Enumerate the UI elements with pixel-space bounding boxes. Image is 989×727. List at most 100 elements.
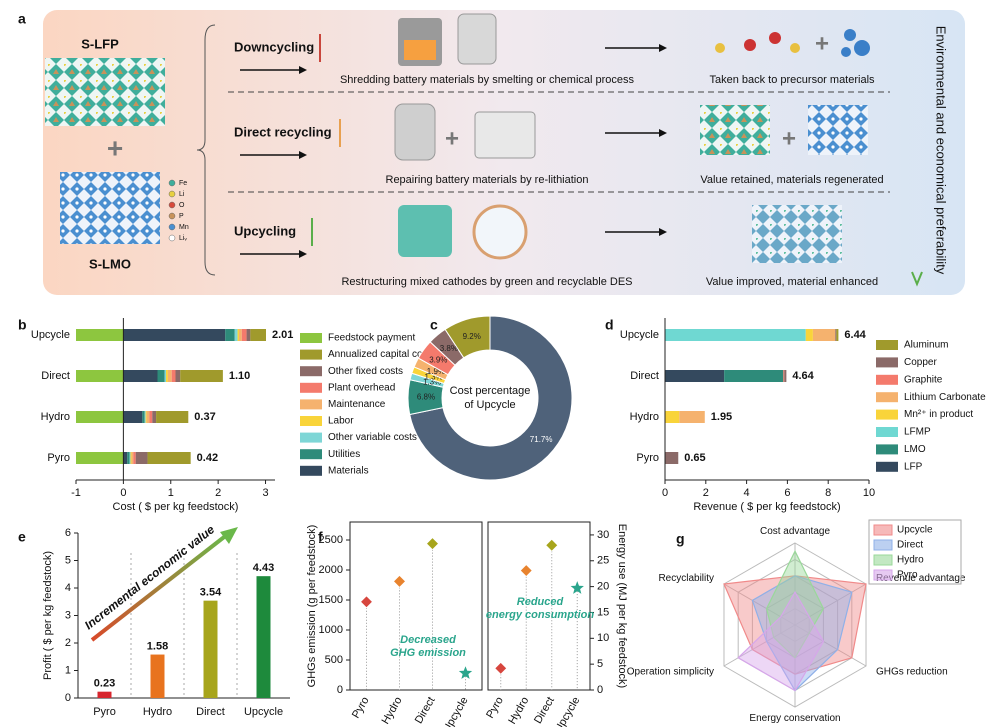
material-label: S-LMO [89, 256, 131, 271]
legend-swatch [873, 569, 893, 581]
bar-segment [175, 370, 181, 382]
category-label: Pyro [47, 452, 70, 464]
x-tick-label: 2 [215, 487, 221, 499]
annotation: GHG emission [390, 647, 466, 659]
x-tick-label: 2 [703, 487, 709, 499]
y-axis-label: Energy use (MJ per kg feedstock) [616, 524, 628, 688]
donut-segment [409, 315, 573, 481]
bar [203, 600, 218, 698]
bar-segment [665, 329, 806, 341]
x-tick-label: Upcycle [441, 695, 471, 727]
preference-arrow [911, 271, 923, 287]
center-text: of Upcycle [464, 399, 515, 411]
legend-frame [868, 519, 962, 585]
process-text: Restructuring mixed cathodes by green an… [341, 276, 632, 288]
furnace-icon [404, 40, 436, 60]
radar-area [723, 575, 867, 675]
bar-segment [131, 452, 134, 464]
total-label: 4.64 [792, 370, 814, 382]
value-label: 3.9% [429, 355, 447, 364]
crystal-mixed [752, 205, 842, 263]
bar-segment [171, 370, 176, 382]
plot-frame [349, 521, 483, 691]
x-tick-label: Pyro [93, 706, 116, 718]
crystal-lmo [60, 172, 160, 244]
legend-swatch [300, 465, 322, 476]
x-tick-label: Hydro [506, 695, 531, 726]
total-label: 1.10 [229, 370, 250, 382]
x-tick-label: 8 [825, 487, 831, 499]
x-tick-label: 1 [168, 487, 174, 499]
result-text: Value retained, materials regenerated [700, 174, 883, 186]
bar-segment [835, 329, 837, 341]
molecule-icon [790, 43, 800, 53]
legend-swatch [300, 382, 322, 393]
x-tick-label: Hydro [143, 706, 172, 718]
value-label: 4.43 [253, 562, 274, 574]
legend-swatch [876, 374, 898, 385]
bar-segment [123, 370, 158, 382]
bar-segment [665, 411, 680, 423]
legend-label: Materials [328, 465, 369, 476]
legend-label: Other fixed costs [328, 366, 403, 377]
legend-swatch [300, 349, 322, 360]
process-text: Shredding battery materials by smelting … [340, 74, 635, 86]
legend-label: Other variable costs [328, 432, 417, 443]
tower-icon [398, 205, 452, 257]
legend-label: Feedstock payment [328, 333, 415, 344]
bar-segment [123, 329, 226, 341]
legend-swatch [300, 449, 322, 460]
des-icon [472, 204, 528, 260]
legend-label: LMO [904, 444, 926, 455]
side-text: Environmental and economical preferabili… [934, 26, 949, 275]
y-tick-label: 5 [597, 658, 603, 670]
bar-segment [123, 411, 143, 423]
particle-icon [841, 47, 851, 57]
bar-segment [812, 329, 836, 341]
legend-label: LFP [904, 461, 923, 472]
category-label: Pyro [636, 452, 659, 464]
element-swatch [168, 179, 176, 187]
value-label: 9.2% [463, 332, 481, 341]
axis-label: Recyclability [658, 573, 714, 584]
legend-swatch [300, 399, 322, 410]
bar-segment [164, 370, 167, 382]
axis-label: Operation simplicity [627, 666, 714, 677]
route-rows: Downcycling Shredding battery materials b… [234, 34, 884, 288]
legend-swatch [873, 554, 893, 566]
molecule-icon [744, 39, 756, 51]
x-tick-label: Hydro [380, 695, 405, 726]
result-text: Taken back to precursor materials [709, 74, 875, 86]
bar-segment [76, 329, 124, 341]
category-label: Upcycle [620, 329, 659, 341]
radar-area [765, 549, 825, 659]
legend-label: Pyro [897, 570, 918, 581]
reactor-icon [457, 13, 497, 65]
data-point [494, 661, 508, 675]
legend-label: Aluminum [904, 340, 948, 351]
data-point [392, 574, 407, 588]
bar-segment [679, 411, 705, 423]
value-label: 1.58 [147, 640, 168, 652]
bar-segment [144, 411, 146, 423]
crystal-lfp [700, 105, 770, 155]
bar-segment [146, 411, 150, 423]
axis-spoke [723, 583, 796, 626]
bar-segment [665, 452, 679, 464]
value-label: 1.3% [424, 373, 442, 382]
category-label: Hydro [41, 411, 70, 423]
charts: b Upcycle 2.01 Direct 1.10 Hydro 0.37 Pyro 0.42 -… [18, 315, 986, 727]
bar-segment [166, 370, 168, 382]
y-tick-label: 2500 [319, 534, 343, 546]
route-name: Direct recycling [234, 124, 332, 139]
category-label: Upcycle [31, 329, 70, 341]
donut-segment [444, 315, 491, 359]
total-label: 2.01 [272, 329, 293, 341]
plus-icon: + [107, 132, 123, 163]
annotation: Incremental economic value [82, 522, 218, 632]
bar-segment [665, 370, 725, 382]
element-label: Liᵥ [179, 235, 187, 242]
annotation: Decreased [400, 634, 456, 646]
legend-swatch [876, 444, 898, 455]
legend-label: Plant overhead [328, 382, 395, 393]
